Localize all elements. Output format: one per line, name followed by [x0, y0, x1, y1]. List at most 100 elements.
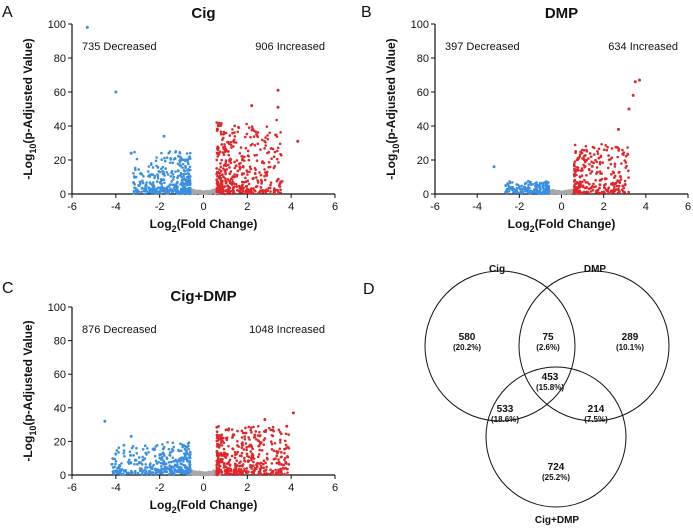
point-increased [260, 180, 264, 183]
point-increased [240, 454, 243, 458]
point-increased [592, 182, 595, 186]
point-increased [218, 185, 222, 189]
point-decreased [133, 462, 136, 466]
point-increased [621, 184, 624, 188]
point-decreased [161, 169, 164, 173]
point-outlier [492, 165, 496, 169]
point-decreased [144, 185, 147, 188]
point-increased [573, 178, 577, 182]
point-decreased [184, 172, 188, 176]
point-decreased [111, 472, 115, 475]
point-increased [266, 458, 269, 461]
point-increased [224, 159, 228, 162]
point-increased [216, 434, 220, 438]
point-increased [220, 444, 224, 447]
point-increased [256, 131, 260, 134]
point-increased [225, 462, 229, 465]
point-decreased [138, 180, 142, 184]
venn-label-dmp: DMP [584, 264, 607, 275]
point-decreased [526, 191, 530, 195]
point-increased [286, 445, 290, 449]
point-decreased [114, 459, 118, 463]
point-decreased [188, 187, 192, 191]
point-decreased [170, 465, 174, 468]
point-increased [583, 186, 587, 190]
point-increased [243, 135, 247, 139]
point-increased [238, 472, 241, 475]
point-increased [603, 186, 607, 190]
point-decreased [127, 458, 131, 462]
point-increased [243, 467, 246, 471]
point-increased [600, 142, 603, 146]
point-increased [231, 436, 234, 439]
point-increased [284, 432, 288, 436]
point-increased [229, 177, 233, 181]
point-increased [216, 148, 220, 152]
point-increased [620, 162, 623, 165]
point-increased [233, 472, 237, 475]
point-increased [227, 153, 231, 157]
point-decreased [545, 182, 548, 186]
point-decreased [531, 182, 535, 186]
point-increased [223, 145, 227, 149]
point-increased [598, 162, 602, 166]
point-increased [220, 473, 224, 476]
point-decreased [147, 450, 150, 454]
point-increased [221, 173, 224, 176]
point-increased [617, 179, 621, 183]
point-increased [589, 172, 592, 175]
point-decreased [545, 187, 549, 190]
point-increased [572, 162, 576, 166]
venn-count-cig-only: 580 [459, 332, 476, 343]
point-nonsig [202, 191, 205, 195]
point-increased [217, 176, 221, 180]
point-increased [598, 192, 601, 196]
point-increased [618, 170, 621, 174]
point-decreased [185, 175, 189, 179]
point-increased [225, 168, 229, 171]
point-decreased [132, 181, 136, 185]
point-increased [594, 158, 597, 162]
point-increased [263, 174, 266, 178]
point-decreased [188, 456, 192, 460]
point-decreased [156, 177, 160, 180]
point-increased [284, 443, 288, 447]
point-decreased [114, 452, 117, 455]
point-increased [590, 170, 594, 173]
point-decreased [158, 170, 162, 174]
point-increased [255, 133, 258, 136]
point-decreased [144, 469, 148, 473]
point-increased [574, 182, 578, 186]
point-decreased [153, 176, 156, 180]
point-decreased [164, 167, 167, 170]
point-increased [267, 426, 271, 430]
point-decreased [122, 443, 126, 447]
point-outlier [296, 139, 300, 143]
point-increased [600, 172, 604, 175]
point-decreased [132, 172, 135, 175]
point-nonsig [201, 472, 204, 476]
point-decreased [160, 455, 164, 459]
point-decreased [186, 183, 190, 186]
point-increased [281, 463, 285, 467]
point-increased [607, 186, 611, 190]
point-increased [265, 465, 268, 469]
point-decreased [535, 187, 538, 191]
point-increased [242, 155, 245, 158]
point-decreased [143, 192, 147, 196]
point-increased [215, 151, 219, 155]
point-outlier [103, 419, 107, 423]
point-increased [626, 152, 629, 156]
point-increased [248, 165, 252, 169]
point-decreased [156, 173, 159, 176]
point-increased [263, 437, 267, 440]
point-decreased [117, 446, 121, 450]
point-increased [271, 470, 275, 474]
y-tick-label: 20 [54, 155, 66, 167]
point-increased [589, 186, 593, 190]
point-nonsig [550, 191, 554, 195]
x-tick-label: -6 [67, 482, 77, 494]
point-increased [256, 142, 260, 146]
point-increased [268, 186, 272, 190]
x-tick-label: -4 [111, 201, 121, 213]
